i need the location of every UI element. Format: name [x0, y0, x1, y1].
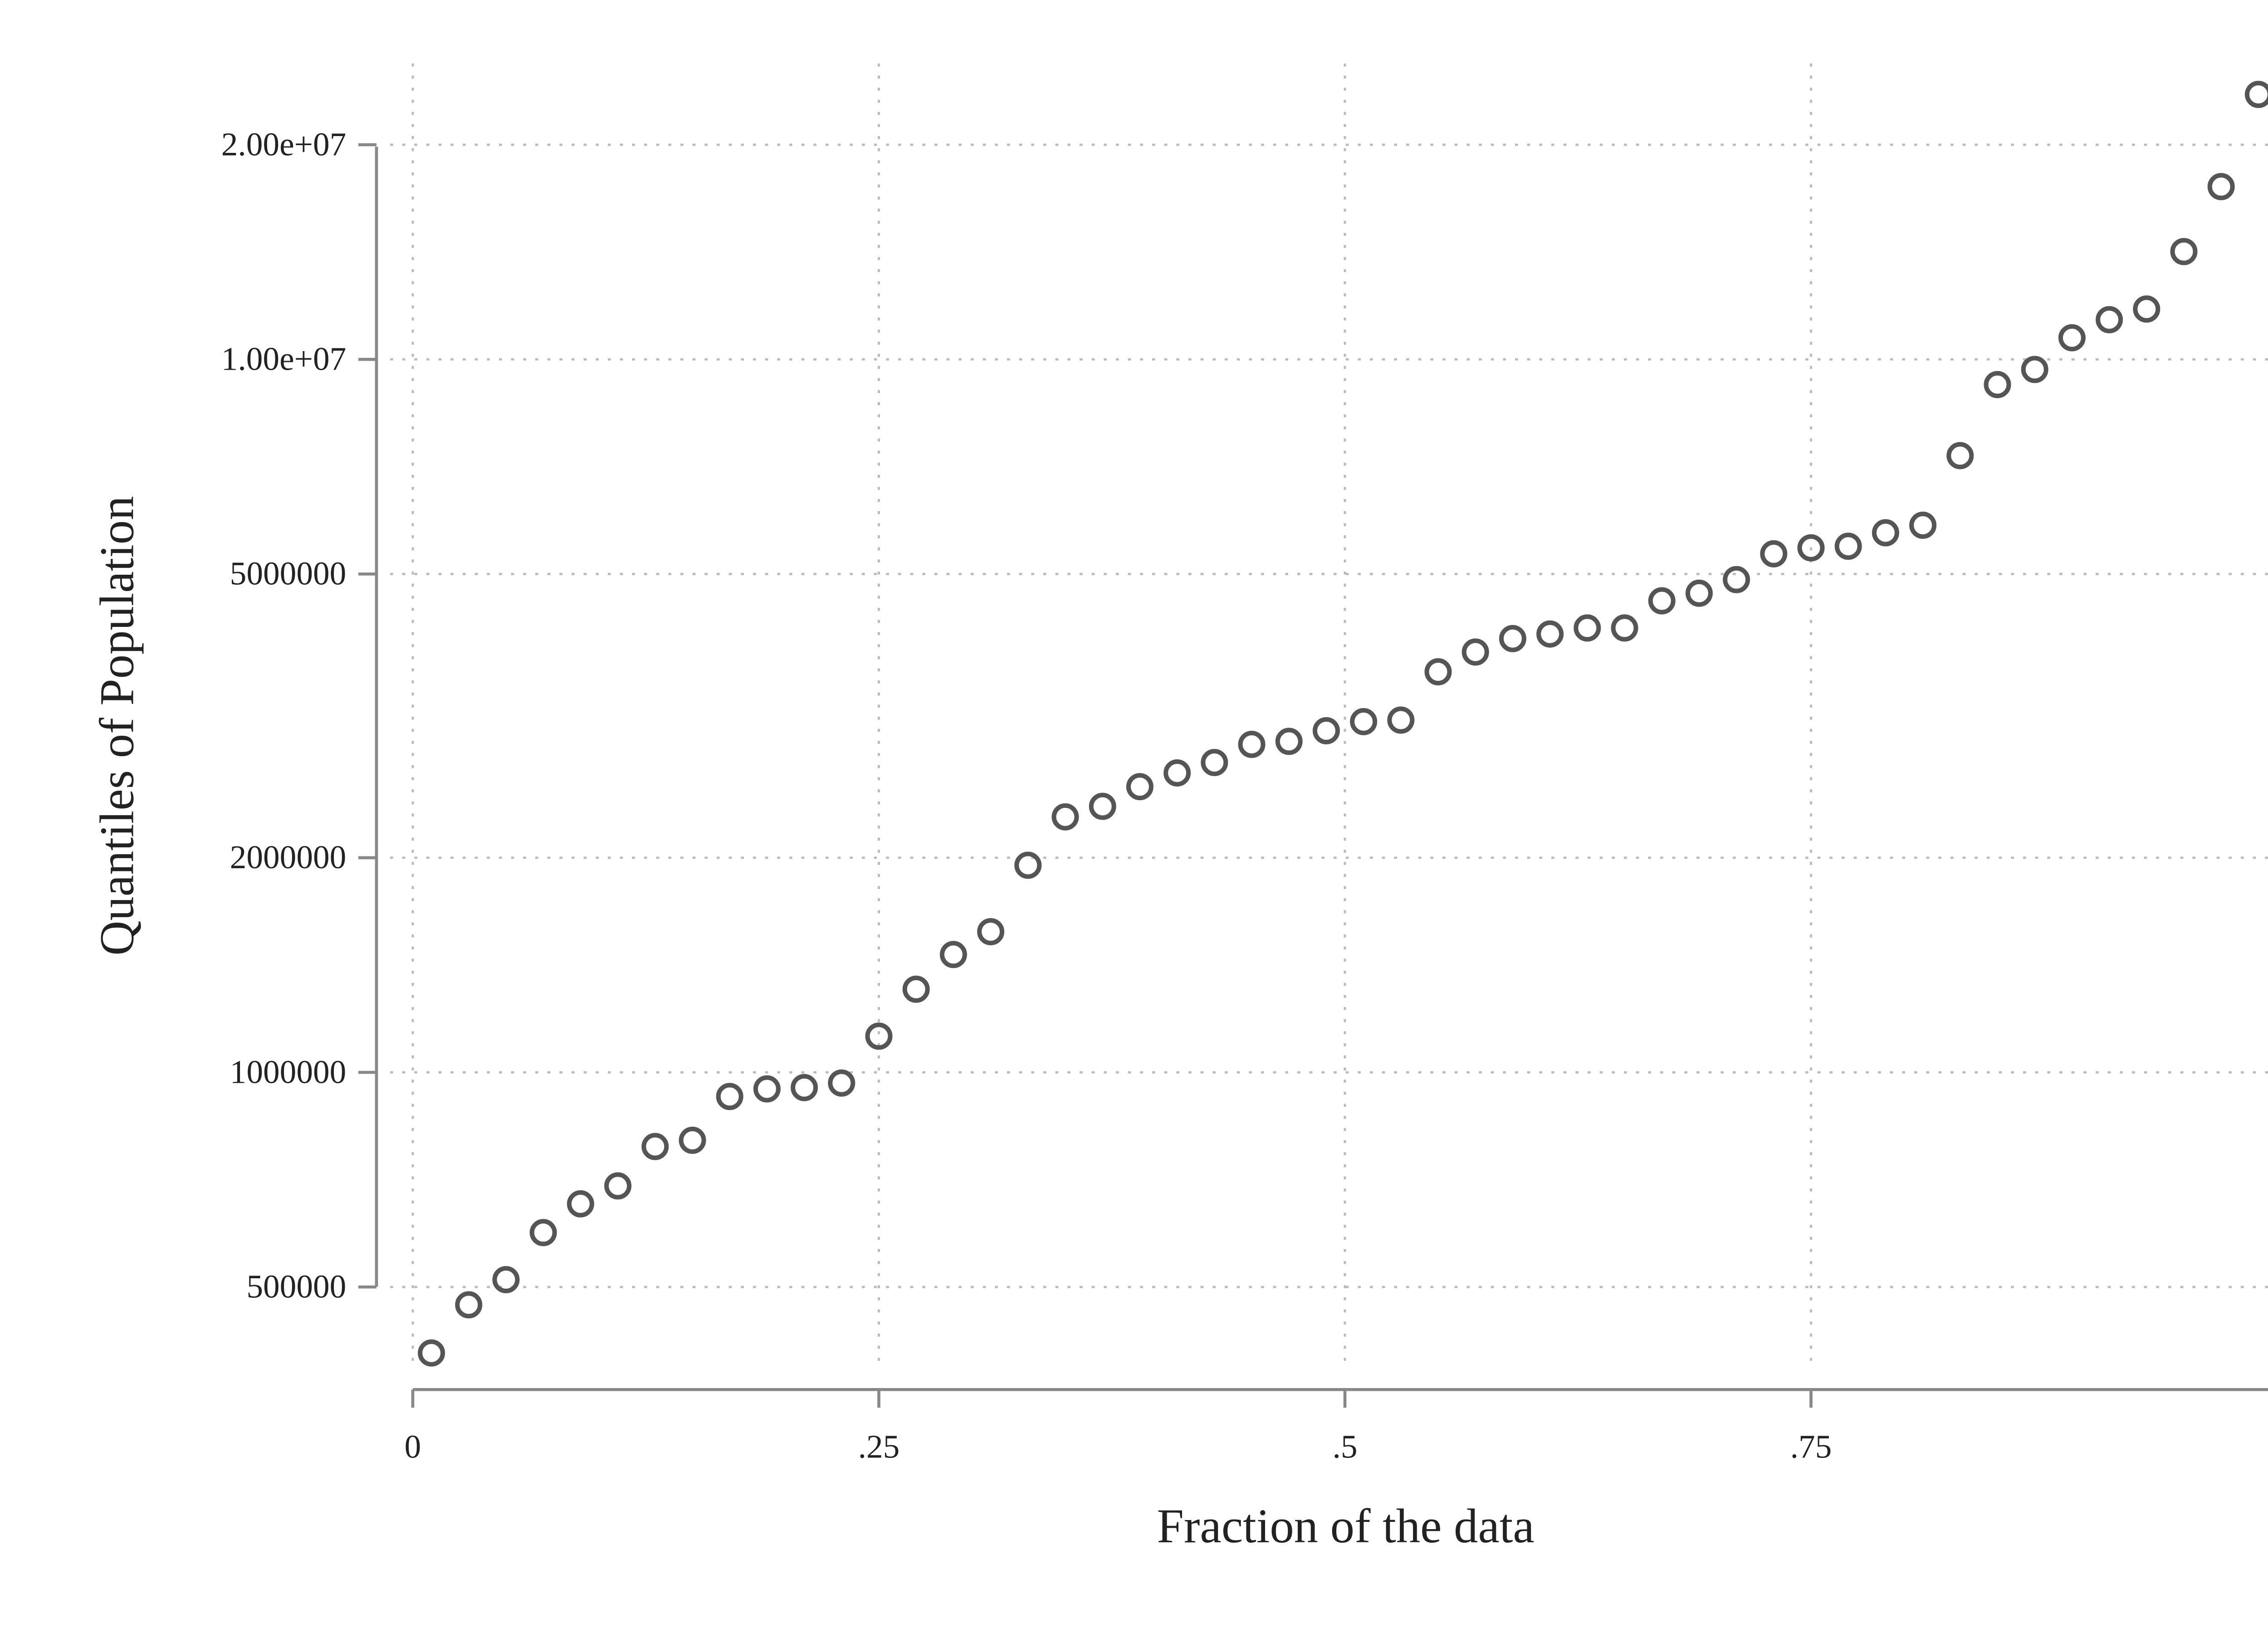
point — [1723, 566, 1750, 593]
point — [828, 1069, 855, 1097]
point — [791, 1074, 818, 1101]
point — [641, 1133, 669, 1160]
y-tick-label: 2.00e+07 — [221, 126, 347, 162]
point — [2133, 295, 2160, 323]
point — [1424, 658, 1452, 685]
point — [1872, 519, 1899, 547]
y-axis-title: Quantiles of Population — [90, 496, 144, 955]
point — [977, 918, 1005, 945]
x-tick-label: .25 — [858, 1428, 900, 1465]
point — [418, 1339, 445, 1367]
point — [529, 1219, 557, 1247]
marks — [418, 81, 2268, 1367]
point — [1312, 717, 1340, 744]
point — [1014, 851, 1042, 879]
x-tick-label: .5 — [1333, 1428, 1358, 1465]
point — [1051, 803, 1079, 831]
point — [1089, 792, 1116, 820]
point — [567, 1190, 594, 1217]
point — [455, 1291, 483, 1319]
point — [1536, 620, 1564, 648]
point — [2207, 173, 2235, 200]
point — [1126, 773, 1154, 801]
y-tick-label: 2000000 — [230, 839, 347, 875]
point — [1574, 614, 1601, 642]
y-tick-label: 1000000 — [230, 1053, 347, 1090]
point — [1685, 579, 1713, 607]
point — [716, 1083, 743, 1110]
point — [1238, 731, 1266, 758]
point — [1946, 442, 1974, 469]
y-tick-label: 1.00e+07 — [221, 341, 347, 377]
point — [2170, 238, 2198, 265]
point — [2244, 81, 2268, 108]
point — [1648, 587, 1676, 615]
point — [1387, 706, 1415, 734]
point — [679, 1126, 706, 1154]
point — [492, 1266, 520, 1294]
y-tick-label: 500000 — [246, 1268, 346, 1305]
point — [2058, 324, 2086, 352]
point — [865, 1022, 893, 1050]
x-axis-title: Fraction of the data — [1157, 1500, 1535, 1553]
point — [1275, 728, 1303, 755]
point — [1201, 748, 1228, 776]
point — [1611, 614, 1638, 642]
x-tick-label: .75 — [1790, 1428, 1832, 1465]
point — [1834, 533, 1862, 560]
point — [1163, 759, 1191, 787]
point — [1909, 511, 1937, 539]
point — [1350, 708, 1378, 735]
point — [1760, 540, 1788, 567]
point — [1461, 638, 1489, 666]
y-tick-label: 5000000 — [230, 555, 347, 592]
point — [1797, 534, 1825, 562]
point — [2096, 306, 2123, 333]
point — [1984, 371, 2011, 398]
point — [1499, 625, 1526, 652]
point — [902, 975, 930, 1003]
point — [2021, 356, 2048, 383]
point — [753, 1075, 781, 1103]
x-tick-label: 0 — [405, 1428, 421, 1465]
point — [939, 941, 967, 968]
point — [604, 1172, 632, 1200]
